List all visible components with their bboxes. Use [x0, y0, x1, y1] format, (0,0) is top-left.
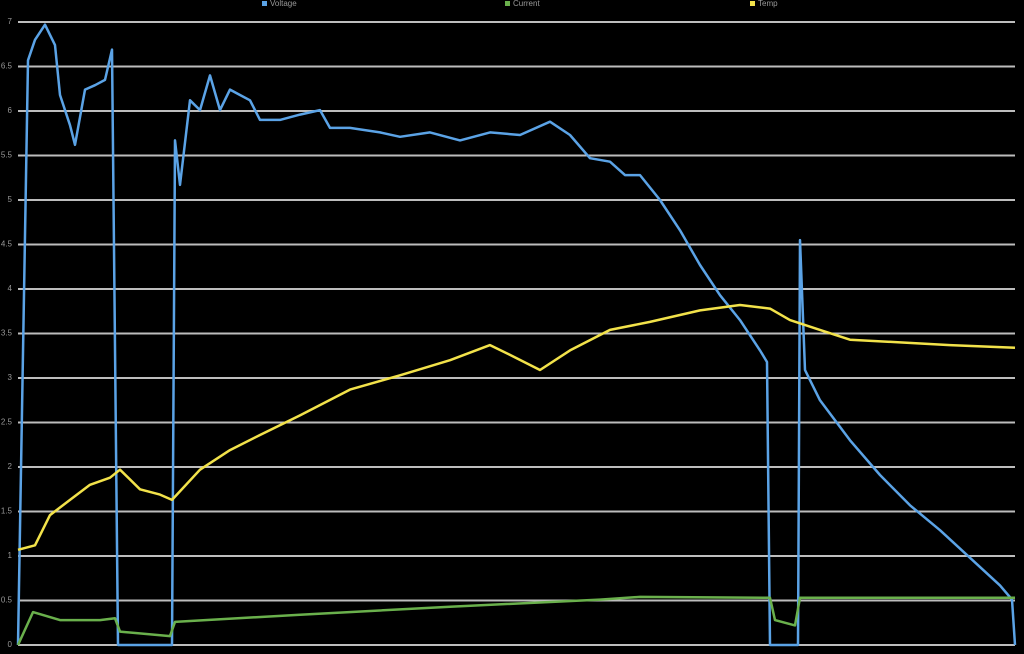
legend-label: Current — [513, 0, 540, 8]
legend-swatch — [262, 1, 267, 6]
y-tick-label: 1 — [8, 551, 13, 560]
line-series — [17, 303, 1016, 552]
y-tick-label: 6 — [8, 106, 13, 115]
y-tick-label: 1.5 — [1, 507, 13, 516]
y-tick-label: 2.5 — [1, 418, 13, 427]
y-tick-label: 5.5 — [1, 151, 13, 160]
y-tick-label: 3.5 — [1, 329, 13, 338]
legend-swatch — [750, 1, 755, 6]
y-tick-label: 7 — [8, 17, 13, 26]
legend-swatch — [505, 1, 510, 6]
y-tick-label: 4 — [8, 284, 13, 293]
legend-label: Temp — [758, 0, 778, 8]
line-series — [16, 595, 1015, 646]
y-tick-label: 3 — [8, 373, 13, 382]
line-series — [16, 23, 1017, 647]
y-tick-label: 0.5 — [1, 596, 13, 605]
y-tick-label: 5 — [8, 195, 13, 204]
y-tick-label: 6.5 — [1, 62, 13, 71]
y-tick-label: 0 — [8, 640, 13, 649]
y-tick-label: 4.5 — [1, 240, 13, 249]
y-tick-label: 2 — [8, 462, 13, 471]
legend-label: Voltage — [270, 0, 297, 8]
